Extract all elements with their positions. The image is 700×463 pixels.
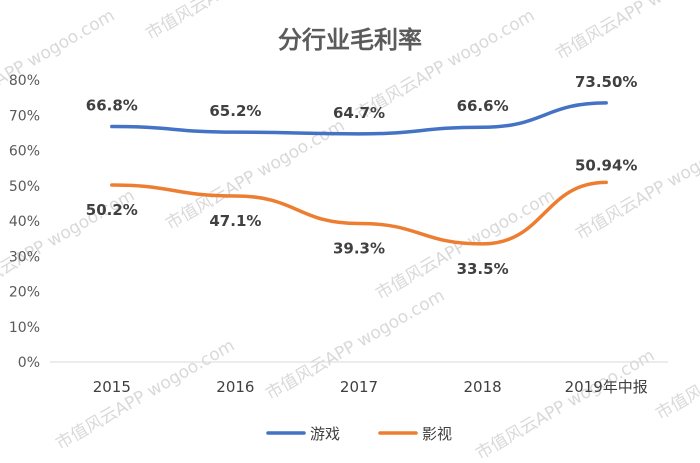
data-label: 50.2%	[86, 201, 138, 219]
y-tick-label: 30%	[9, 249, 40, 265]
watermark-text: 市值风云APP wogoo.com	[553, 0, 700, 64]
legend-label-0: 游戏	[310, 425, 340, 443]
y-tick-label: 40%	[9, 214, 40, 230]
x-tick-label: 2019年中报	[565, 378, 648, 396]
y-tick-label: 20%	[9, 285, 40, 301]
watermark-text: 市值风云APP wogoo.com	[473, 346, 659, 463]
data-label: 66.6%	[457, 97, 509, 115]
data-label: 65.2%	[209, 102, 261, 120]
data-label: 64.7%	[333, 104, 385, 122]
x-tick-label: 2017	[340, 378, 378, 396]
y-tick-label: 70%	[9, 108, 40, 124]
series-line-1	[110, 180, 608, 246]
data-label: 50.94%	[575, 156, 637, 174]
x-tick-label: 2018	[464, 378, 502, 396]
data-label: 73.50%	[575, 73, 637, 91]
x-tick-label: 2015	[93, 378, 131, 396]
legend-label-1: 影视	[422, 425, 452, 443]
data-label: 47.1%	[209, 212, 261, 230]
y-tick-label: 0%	[18, 355, 40, 371]
chart-title: 分行业毛利率	[278, 26, 422, 54]
data-label: 33.5%	[457, 260, 509, 278]
watermark-text: 市值风云APP wogoo.com	[53, 336, 239, 455]
data-label: 39.3%	[333, 239, 385, 257]
y-tick-label: 60%	[9, 144, 40, 160]
x-tick-label: 2016	[216, 378, 254, 396]
watermark-text: 市值风云APP wogoo.com	[653, 306, 700, 425]
y-tick-label: 50%	[9, 179, 40, 195]
data-label: 66.8%	[86, 97, 138, 115]
y-tick-label: 10%	[9, 320, 40, 336]
y-tick-label: 80%	[9, 73, 40, 89]
series-line-0	[110, 101, 608, 136]
